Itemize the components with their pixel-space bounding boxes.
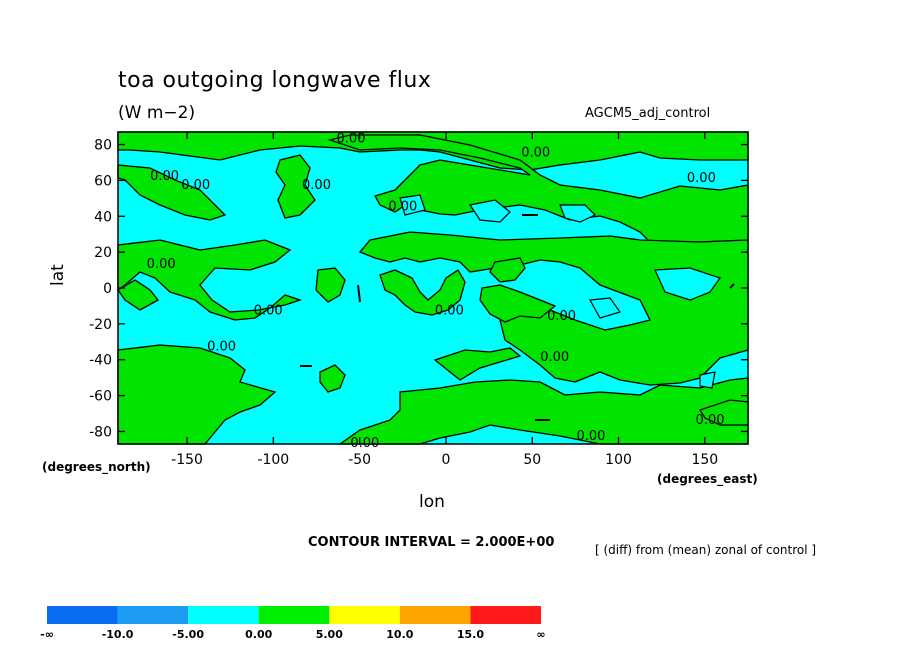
plot-area: 0.000.000.000.000.000.000.000.000.000.00… bbox=[117, 131, 749, 451]
contour-label: 0.00 bbox=[576, 429, 605, 444]
colorbar-swatch bbox=[117, 606, 189, 624]
dataset-label: AGCM5_adj_control bbox=[585, 106, 711, 121]
positive-regions bbox=[117, 131, 749, 445]
y-units-label: (degrees_north) bbox=[42, 460, 151, 474]
x-axis-label: lon bbox=[419, 492, 445, 512]
operation-note: [ (diff) from (mean) zonal of control ] bbox=[595, 543, 817, 557]
y-tick-label: 80 bbox=[94, 138, 112, 154]
contour-label: 0.00 bbox=[254, 304, 283, 319]
contour-label: 0.00 bbox=[337, 131, 366, 146]
x-tick-label: 150 bbox=[691, 452, 718, 468]
colorbar-label: 15.0 bbox=[457, 628, 484, 641]
x-tick-label: -50 bbox=[348, 452, 371, 468]
contour-label: 0.00 bbox=[388, 200, 417, 215]
axis-ticks: 80 60 40 20 0 -20 -40 -60 -80 -150 -100 -50 0 50 100 15… bbox=[89, 132, 748, 468]
colorbar-swatch bbox=[47, 606, 118, 624]
contour-label: 0.00 bbox=[540, 350, 569, 365]
x-tick-label: 100 bbox=[605, 452, 632, 468]
units-label: (W m−2) bbox=[118, 103, 196, 123]
colorbar: -∞ -10.0 -5.00 0.00 5.00 10.0 15.0 ∞ bbox=[40, 606, 546, 641]
colorbar-label: -10.0 bbox=[102, 628, 134, 641]
contour-label: 0.00 bbox=[696, 413, 725, 428]
small-contours bbox=[300, 214, 735, 421]
contour-label: 0.00 bbox=[687, 171, 716, 186]
y-tick-label: 60 bbox=[94, 173, 112, 189]
contour-interval-label: CONTOUR INTERVAL = 2.000E+00 bbox=[308, 535, 555, 550]
x-units-label: (degrees_east) bbox=[657, 472, 758, 486]
y-tick-label: 40 bbox=[94, 209, 112, 225]
colorbar-label: 5.00 bbox=[316, 628, 343, 641]
colorbar-swatch bbox=[258, 606, 330, 624]
contour-label: 0.00 bbox=[147, 257, 176, 272]
x-tick-label: 0 bbox=[441, 452, 450, 468]
colorbar-label: ∞ bbox=[536, 628, 545, 641]
colorbar-swatch bbox=[329, 606, 400, 624]
colorbar-label: 0.00 bbox=[245, 628, 272, 641]
contour-label: 0.00 bbox=[207, 339, 236, 354]
contour-label: 0.00 bbox=[547, 309, 576, 324]
x-tick-label: -100 bbox=[257, 452, 289, 468]
contour-label: 0.00 bbox=[150, 169, 179, 184]
colorbar-swatch bbox=[470, 606, 541, 624]
contour-label: 0.00 bbox=[435, 304, 464, 319]
y-axis-label: lat bbox=[48, 264, 68, 286]
negative-islands bbox=[399, 194, 721, 389]
contour-label: 0.00 bbox=[302, 178, 331, 193]
x-tick-label: 50 bbox=[523, 452, 541, 468]
y-tick-label: 20 bbox=[94, 245, 112, 261]
colorbar-swatch bbox=[188, 606, 259, 624]
colorbar-label: -5.00 bbox=[172, 628, 204, 641]
x-tick-label: -150 bbox=[171, 452, 203, 468]
y-tick-label: -80 bbox=[89, 424, 112, 440]
colorbar-swatch bbox=[399, 606, 471, 624]
contour-label: 0.00 bbox=[181, 178, 210, 193]
colorbar-label: -∞ bbox=[40, 628, 54, 641]
contour-label: 0.00 bbox=[521, 146, 550, 161]
y-tick-label: -20 bbox=[89, 317, 112, 333]
y-tick-label: -40 bbox=[89, 353, 112, 369]
colorbar-label: 10.0 bbox=[386, 628, 413, 641]
chart-title: toa outgoing longwave flux bbox=[118, 68, 432, 93]
y-tick-label: -60 bbox=[89, 389, 112, 405]
y-tick-label: 0 bbox=[103, 281, 112, 297]
